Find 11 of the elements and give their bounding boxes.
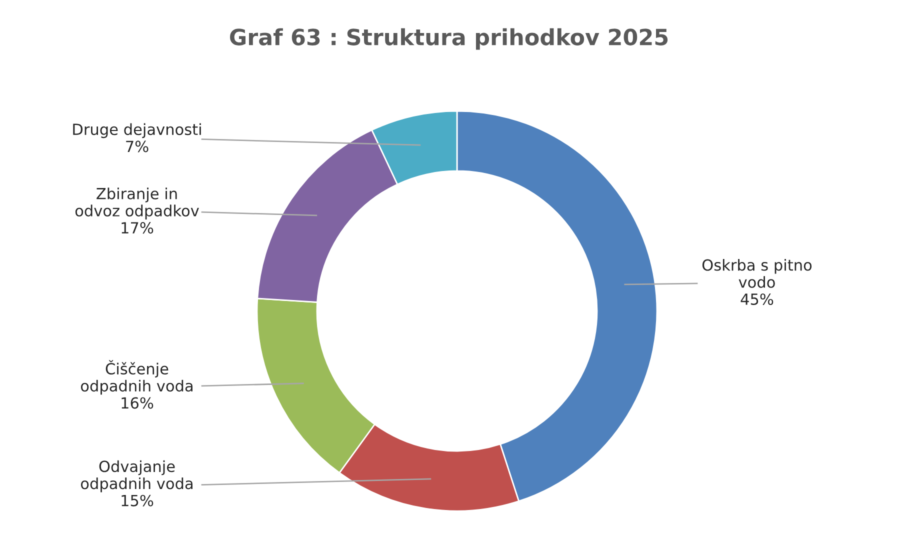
chart-title: Graf 63 : Struktura prihodkov 2025: [230, 28, 668, 50]
slice-label: Zbiranje in odvoz odpadkov: [75, 188, 199, 220]
slice-label: Druge dejavnosti: [73, 123, 201, 138]
slice-label: Odvajanje odpadnih voda: [80, 460, 192, 492]
slice-label: Oskrba s pitno vodo: [702, 258, 812, 288]
slice-label: Čiščenje odpadnih voda: [80, 360, 192, 395]
data-label: 15%: [122, 494, 154, 506]
data-label: 45%: [740, 293, 774, 306]
data-label: 7%: [126, 140, 148, 152]
data-label: 16%: [122, 397, 154, 409]
data-label: 17%: [122, 222, 154, 234]
